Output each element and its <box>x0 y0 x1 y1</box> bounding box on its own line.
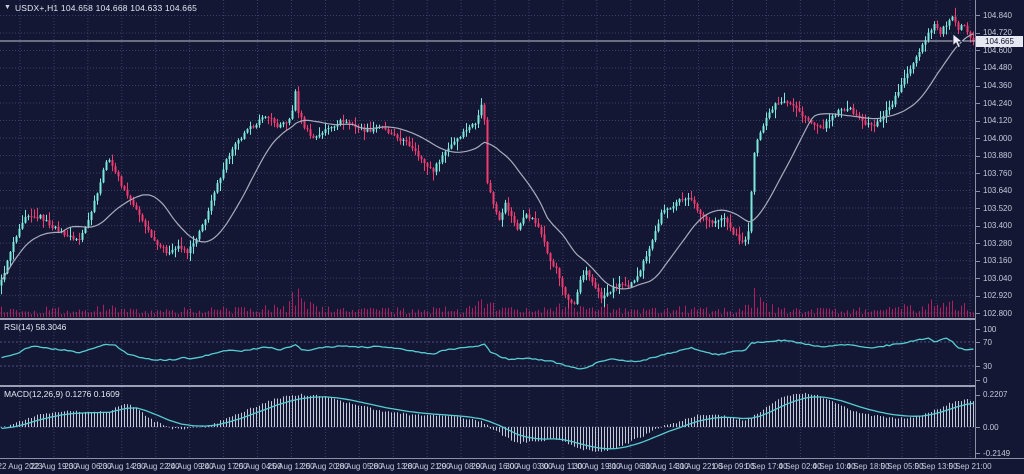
scale-tick-mark <box>976 208 980 209</box>
symbol-ohlc-text: USDX+,H1 104.658 104.668 104.633 104.665 <box>14 3 198 13</box>
macd-panel[interactable] <box>0 387 976 458</box>
scale-tick-mark <box>976 68 980 69</box>
scale-tick-mark <box>976 121 980 122</box>
main-chart-panel[interactable] <box>0 0 976 318</box>
time-tick-label: 23 Aug 22:00 <box>132 462 180 471</box>
price-tick-label: 102.920 <box>983 291 1012 300</box>
time-tick-label: 1 Sep 17:00 <box>744 462 788 471</box>
price-tick-label: 104.360 <box>983 81 1012 90</box>
scale-tick-mark <box>976 296 980 297</box>
price-tick-label: 103.640 <box>983 186 1012 195</box>
price-tick-label: 103.880 <box>983 151 1012 160</box>
time-tick-label: 25 Aug 20:00 <box>301 462 349 471</box>
price-tick-label: 102.800 <box>983 309 1012 318</box>
price-tick-label: 103.760 <box>983 169 1012 178</box>
scale-tick-mark <box>976 427 980 428</box>
price-tick-label: 104.480 <box>983 63 1012 72</box>
time-tick-label: 24 Aug 09:00 <box>166 462 214 471</box>
panel-separator[interactable] <box>0 318 1024 320</box>
time-tick-label: 22 Aug 2023 <box>0 462 43 471</box>
time-tick-label: 4 Sep 18:00 <box>846 462 890 471</box>
time-tick-label: 28 Aug 13:00 <box>369 462 417 471</box>
time-tick-label: 23 Aug 06:00 <box>64 462 112 471</box>
time-tick-label: 1 Sep 09:00 <box>711 462 755 471</box>
rsi-label: RSI(14) 58.3046 <box>4 322 67 332</box>
time-tick-label: 28 Aug 05:00 <box>335 462 383 471</box>
time-tick-label: 31 Aug 22:00 <box>675 462 723 471</box>
time-tick-label: 29 Aug 16:00 <box>471 462 519 471</box>
mouse-cursor-icon <box>952 34 964 49</box>
rsi-panel[interactable] <box>0 320 976 385</box>
price-tick-label: 103.520 <box>983 204 1012 213</box>
price-tick-label: 0.2207 <box>983 390 1008 399</box>
scale-tick-mark <box>976 50 980 51</box>
symbol-dropdown-icon[interactable]: ▼ <box>4 4 11 11</box>
chart-header: ▼ USDX+,H1 104.658 104.668 104.633 104.6… <box>4 3 197 13</box>
time-tick-label: 25 Aug 12:00 <box>267 462 315 471</box>
price-tick-label: -0.2149 <box>983 449 1011 458</box>
scale-tick-mark <box>976 15 980 16</box>
price-tick-label: 100 <box>983 325 997 334</box>
price-tick-label: 104.120 <box>983 116 1012 125</box>
time-tick-label: 4 Sep 02:00 <box>778 462 822 471</box>
time-tick-label: 30 Aug 19:00 <box>573 462 621 471</box>
scale-tick-mark <box>976 261 980 262</box>
price-tick-label: 103.160 <box>983 256 1012 265</box>
time-tick-label: 23 Aug 14:00 <box>98 462 146 471</box>
macd-label: MACD(12,26,9) 0.1276 0.1609 <box>4 389 120 399</box>
scale-tick-mark <box>976 278 980 279</box>
time-tick-label: 28 Aug 21:00 <box>403 462 451 471</box>
scale-tick-mark <box>976 243 980 244</box>
scale-tick-mark <box>976 366 980 367</box>
scale-tick-mark <box>976 342 980 343</box>
time-tick-label: 31 Aug 14:00 <box>641 462 689 471</box>
price-tick-label: 104.720 <box>983 28 1012 37</box>
time-tick-label: 5 Sep 05:00 <box>880 462 924 471</box>
price-tick-label: 104.240 <box>983 99 1012 108</box>
scale-tick-mark <box>976 156 980 157</box>
scale-tick-mark <box>976 226 980 227</box>
price-tick-label: 0.00 <box>983 423 999 432</box>
panel-separator[interactable] <box>0 385 1024 387</box>
scale-tick-mark <box>976 173 980 174</box>
price-scale[interactable]: 104.840 104.720 104.600 104.480 104.360 104.2… <box>975 0 1024 458</box>
time-tick-label: 30 Aug 11:00 <box>539 462 587 471</box>
price-tick-label: 103.040 <box>983 274 1012 283</box>
scale-tick-mark <box>976 329 980 330</box>
current-price-tag: 104.665 <box>976 36 1023 47</box>
time-tick-label: 24 Aug 17:00 <box>200 462 248 471</box>
scale-tick-mark <box>976 86 980 87</box>
scale-tick-mark <box>976 380 980 381</box>
scale-tick-mark <box>976 138 980 139</box>
price-tick-label: 70 <box>983 338 992 347</box>
scale-tick-mark <box>976 33 980 34</box>
price-tick-label: 104.840 <box>983 11 1012 20</box>
price-tick-label: 103.400 <box>983 221 1012 230</box>
scale-tick-mark <box>976 395 980 396</box>
price-tick-label: 0 <box>983 376 988 385</box>
time-tick-label: 29 Aug 08:00 <box>437 462 485 471</box>
scale-tick-mark <box>976 453 980 454</box>
time-tick-label: 4 Sep 10:00 <box>812 462 856 471</box>
scale-tick-mark <box>976 191 980 192</box>
time-tick-label: 31 Aug 06:00 <box>607 462 655 471</box>
time-tick-label: 25 Aug 04:00 <box>234 462 282 471</box>
time-scale[interactable]: 22 Aug 2023 22 Aug 19:00 23 Aug 06:00 23 Au… <box>0 458 1024 474</box>
scale-tick-mark <box>976 103 980 104</box>
price-tick-label: 104.600 <box>983 46 1012 55</box>
time-tick-label: 22 Aug 19:00 <box>30 462 78 471</box>
time-tick-label: 5 Sep 21:00 <box>948 462 992 471</box>
scale-tick-mark <box>976 313 980 314</box>
time-tick-label: 5 Sep 13:00 <box>914 462 958 471</box>
price-tick-label: 30 <box>983 362 992 371</box>
time-tick-label: 30 Aug 03:00 <box>505 462 553 471</box>
price-tick-label: 103.280 <box>983 239 1012 248</box>
price-tick-label: 104.000 <box>983 134 1012 143</box>
